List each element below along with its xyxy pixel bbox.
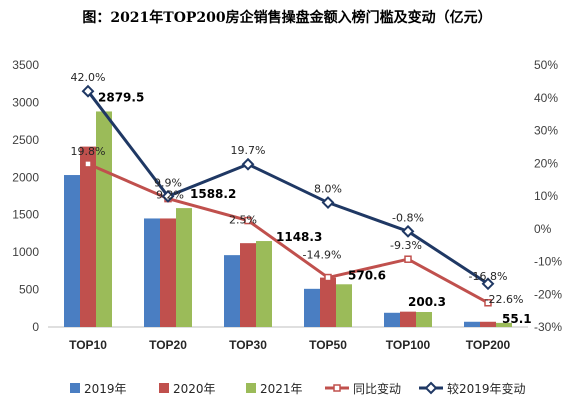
y-left-tick-label: 2500 [12, 133, 39, 147]
data-label-同比变动: -9.3% [390, 239, 422, 252]
point-较2019年变动 [321, 196, 335, 209]
bar-2019年-TOP200 [464, 321, 480, 327]
x-category-label: TOP30 [229, 338, 267, 352]
legend: 2019年 2020年 2021年 同比变动 较2019年变动 [70, 381, 526, 396]
point-较2019年变动 [481, 277, 495, 291]
point-同比变动 [324, 273, 332, 282]
bar-2021年-TOP50 [336, 284, 352, 327]
point-较2019年变动 [241, 157, 255, 171]
bar-2019年-TOP50 [304, 288, 320, 327]
y-left-tick-label: 3000 [12, 95, 39, 109]
bar-2019年-TOP30 [224, 255, 240, 327]
line-series [81, 84, 495, 307]
data-labels: 42.0% 9.9% 19.7% 8.0% -0.8% -16.8% 19.8% 9.2% 2.… [71, 71, 532, 326]
legend-label: 2019年 [84, 382, 127, 396]
bar-2021年-TOP10 [96, 111, 112, 328]
y-right-tick-label: -20% [534, 287, 562, 301]
point-同比变动 [484, 299, 492, 307]
data-label-较2019年变动: 42.0% [71, 71, 106, 84]
data-label-2021年: 1148.3 [276, 230, 322, 244]
legend-label: 较2019年变动 [447, 381, 526, 396]
legend-swatch [70, 383, 80, 393]
data-label-较2019年变动: 9.9% [154, 176, 182, 189]
bar-2021年-TOP20 [176, 208, 192, 327]
data-label-同比变动: -14.9% [303, 249, 342, 262]
data-label-同比变动: -22.6% [485, 293, 524, 306]
y-left-tick-label: 0 [32, 320, 39, 334]
y-left-tick-label: 500 [19, 283, 39, 297]
y-left-tick-label: 2000 [12, 170, 39, 184]
y-right-tick-label: -10% [534, 255, 562, 269]
axes: 0 500 1000 1500 2000 2500 3000 3500 -30% -20% -10%… [12, 58, 562, 352]
data-label-较2019年变动: -0.8% [392, 211, 424, 224]
y-right-tick-label: 0% [534, 222, 552, 236]
x-category-label: TOP20 [149, 338, 187, 352]
y-right-tick-label: 30% [534, 124, 558, 138]
line-同比变动 [87, 162, 489, 305]
bar-2020年-TOP10 [80, 146, 96, 327]
data-label-2021年: 200.3 [408, 295, 446, 309]
legend-label: 2021年 [260, 382, 303, 396]
data-label-较2019年变动: -16.8% [469, 270, 508, 283]
bar-2021年-TOP30 [256, 241, 272, 327]
y-right-tick-label: 10% [534, 189, 558, 203]
bar-series [64, 111, 512, 328]
bar-2019年-TOP20 [144, 218, 160, 327]
data-label-较2019年变动: 19.7% [231, 144, 266, 157]
chart-title: 图：2021年TOP200房企销售操盘金额入榜门槛及变动（亿元） [82, 9, 491, 26]
bar-2021年-TOP200 [496, 322, 512, 327]
y-right-tick-label: -30% [534, 320, 562, 334]
point-较2019年变动 [161, 189, 175, 203]
point-同比变动 [404, 255, 412, 263]
data-label-2021年: 1588.2 [190, 187, 236, 201]
x-category-label: TOP200 [466, 338, 511, 352]
x-category-label: TOP50 [309, 338, 347, 352]
x-category-label: TOP10 [69, 338, 107, 352]
bar-2020年-TOP50 [320, 277, 336, 327]
data-label-2021年: 2879.5 [98, 90, 144, 104]
legend-swatch [246, 383, 256, 393]
legend-marker [424, 381, 438, 395]
point-较2019年变动 [81, 84, 95, 98]
x-category-label: TOP100 [386, 338, 431, 352]
y-right-tick-label: 40% [534, 91, 558, 105]
y-left-tick-label: 3500 [12, 58, 39, 72]
y-left-tick-label: 1000 [12, 245, 39, 259]
line-较2019年变动 [86, 90, 489, 286]
bar-2020年-TOP20 [160, 218, 176, 327]
bar-2019年-TOP10 [64, 175, 80, 327]
y-right-tick-label: 50% [534, 58, 558, 72]
point-同比变动 [244, 216, 252, 225]
legend-marker [333, 384, 341, 392]
legend-swatch [159, 383, 169, 393]
data-label-同比变动: 2.5% [229, 214, 257, 227]
data-label-2021年: 55.1 [502, 312, 532, 326]
bar-2021年-TOP100 [416, 312, 432, 327]
legend-label: 2020年 [173, 382, 216, 396]
bar-2020年-TOP200 [480, 321, 496, 327]
bar-2020年-TOP30 [240, 243, 256, 327]
data-label-同比变动: 9.2% [156, 189, 184, 202]
point-较2019年变动 [401, 224, 415, 238]
y-left-tick-label: 1500 [12, 208, 39, 222]
data-label-较2019年变动: 8.0% [314, 183, 342, 196]
data-label-同比变动: 19.8% [71, 145, 106, 158]
bar-2020年-TOP100 [400, 311, 416, 327]
bar-2019年-TOP100 [384, 312, 400, 327]
data-label-2021年: 570.6 [348, 268, 386, 282]
legend-label: 同比变动 [353, 381, 401, 396]
y-right-tick-label: 20% [534, 156, 558, 170]
point-同比变动 [84, 160, 92, 168]
